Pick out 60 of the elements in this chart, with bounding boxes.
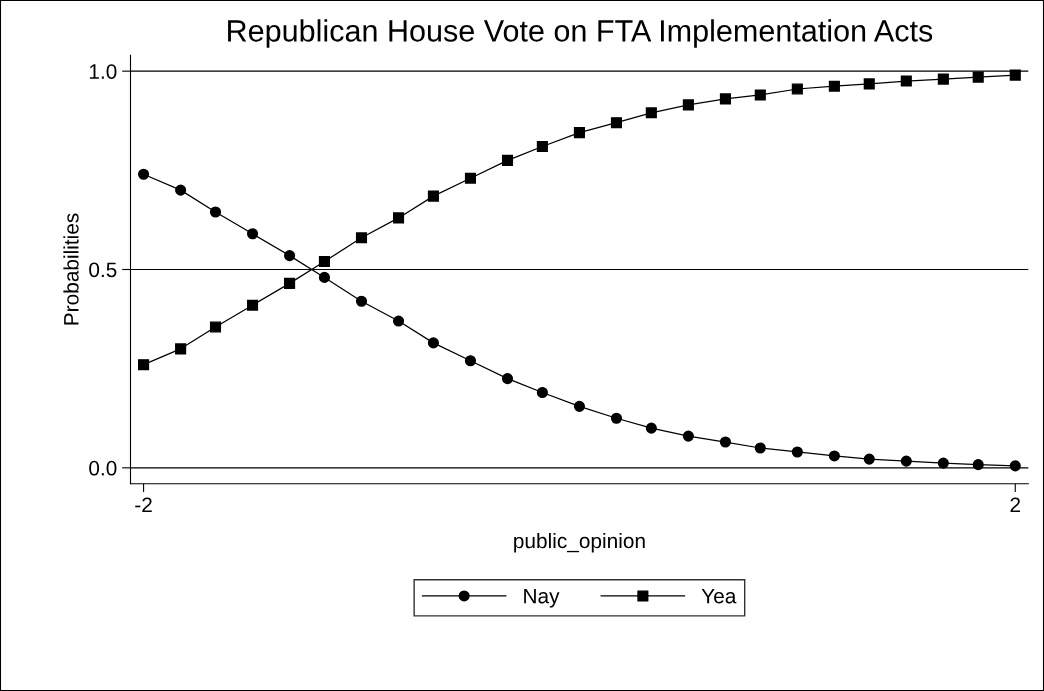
point bbox=[284, 250, 296, 262]
x-tick-label: 2 bbox=[1010, 497, 1021, 512]
point bbox=[972, 71, 984, 83]
point bbox=[682, 99, 694, 111]
point bbox=[501, 154, 514, 166]
y-tick-label: 1.0 bbox=[89, 64, 117, 79]
point bbox=[246, 228, 259, 240]
point bbox=[791, 83, 803, 95]
point bbox=[645, 422, 657, 434]
point bbox=[427, 190, 439, 202]
point bbox=[501, 373, 514, 385]
point bbox=[573, 400, 585, 412]
y-tick-label: 0.0 bbox=[89, 460, 117, 476]
point bbox=[138, 359, 150, 371]
chart-title: Republican House Vote on FTA Implementation Acts bbox=[228, 19, 933, 48]
point bbox=[900, 75, 912, 87]
point bbox=[754, 89, 766, 101]
point bbox=[719, 93, 731, 105]
point bbox=[355, 295, 368, 307]
point bbox=[863, 78, 875, 90]
x-axis-title: public_opinion bbox=[514, 532, 645, 553]
point bbox=[209, 321, 222, 333]
point bbox=[682, 430, 694, 442]
point bbox=[175, 184, 187, 196]
point bbox=[863, 453, 875, 465]
point bbox=[392, 315, 405, 327]
point bbox=[1009, 69, 1021, 81]
point bbox=[937, 73, 949, 85]
point bbox=[209, 206, 222, 218]
point bbox=[828, 450, 840, 462]
x-tick-label: -2 bbox=[135, 497, 152, 512]
point bbox=[355, 232, 368, 244]
point bbox=[246, 299, 259, 311]
y-tick-label: 0.5 bbox=[89, 262, 117, 278]
point bbox=[1009, 460, 1021, 472]
point bbox=[284, 277, 296, 289]
point bbox=[573, 127, 585, 139]
point bbox=[464, 172, 477, 184]
point bbox=[719, 436, 731, 448]
point bbox=[645, 107, 657, 119]
point bbox=[138, 168, 150, 180]
point bbox=[175, 343, 187, 355]
point bbox=[318, 271, 331, 283]
legend-label: Yea bbox=[701, 588, 737, 604]
point bbox=[427, 337, 439, 349]
legend-label: Nay bbox=[524, 588, 560, 608]
point bbox=[536, 386, 548, 399]
point bbox=[937, 457, 949, 469]
point bbox=[610, 117, 623, 129]
point bbox=[392, 212, 405, 224]
point bbox=[791, 446, 803, 458]
point bbox=[900, 455, 912, 467]
point bbox=[610, 412, 623, 424]
point bbox=[536, 140, 548, 153]
point bbox=[972, 459, 984, 471]
y-axis-title: Probabilities bbox=[63, 213, 79, 325]
point bbox=[318, 256, 331, 268]
point bbox=[464, 355, 477, 367]
point bbox=[754, 442, 766, 454]
point bbox=[828, 80, 840, 92]
